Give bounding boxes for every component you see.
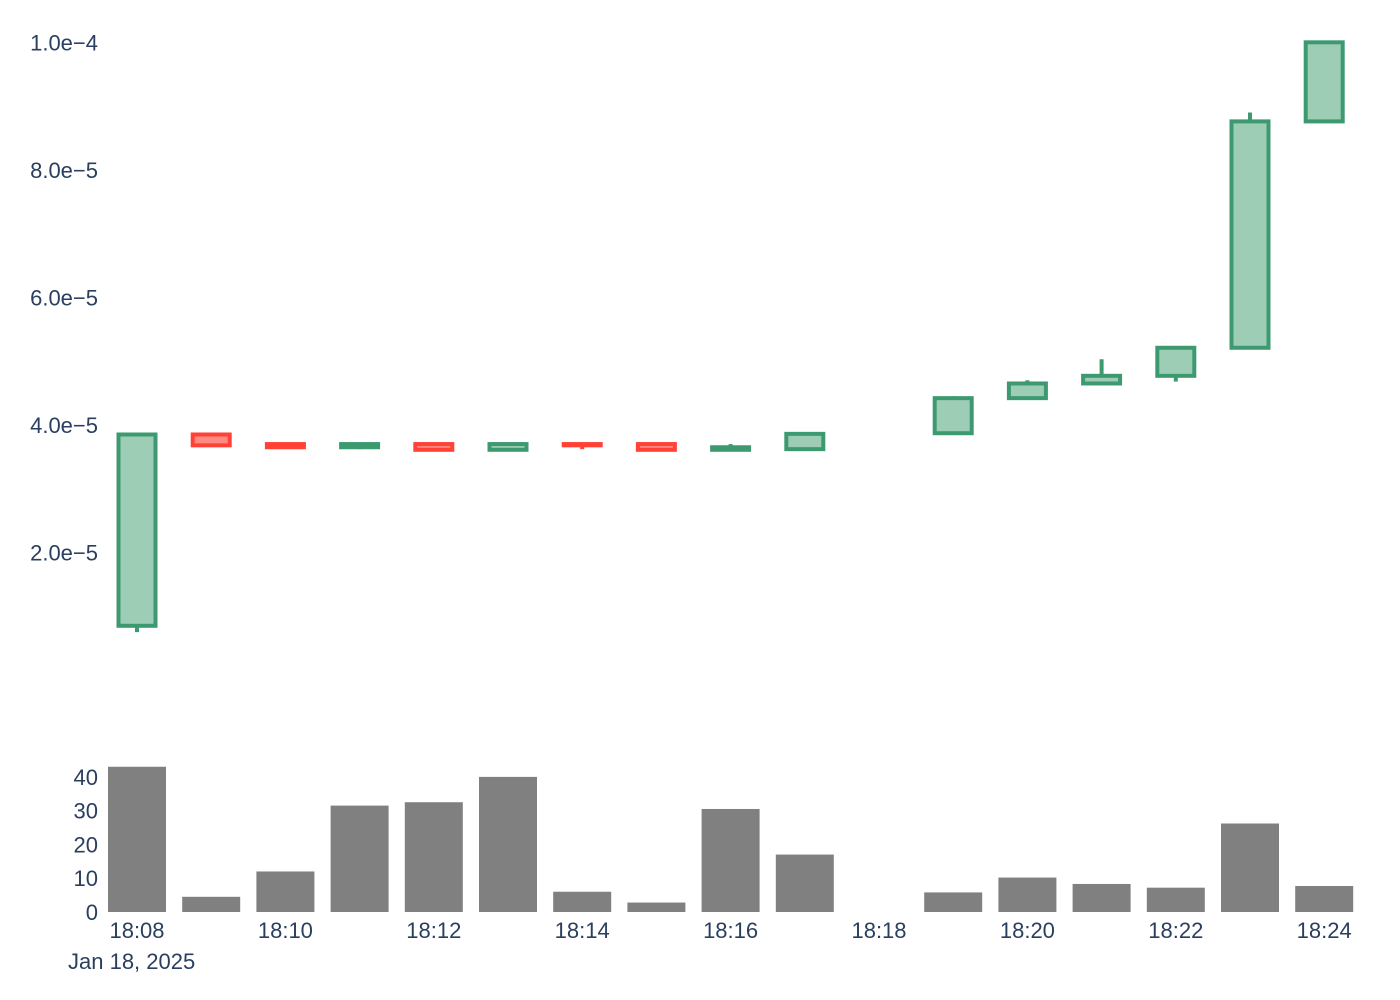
candlestick	[1155, 345, 1197, 382]
price-y-tick-label: 6.0e−5	[30, 285, 98, 310]
candlestick	[635, 442, 677, 452]
candle-body	[710, 445, 752, 452]
time-x-tick-label: 18:18	[851, 918, 906, 943]
volume-bar	[998, 877, 1057, 912]
candlestick	[1303, 40, 1345, 124]
candle-body	[116, 432, 158, 628]
time-x-tick-label: 18:08	[109, 918, 164, 943]
volume-bar	[404, 802, 463, 912]
candle-body	[561, 442, 603, 448]
volume-bar	[627, 902, 686, 912]
price-y-axis-ticks: 2.0e−5 4.0e−5 6.0e−5 8.0e−5 1.0e−4	[30, 30, 98, 565]
time-x-tick-label: 18:16	[703, 918, 758, 943]
volume-bar	[701, 808, 760, 912]
volume-bar	[924, 892, 983, 912]
candle-body	[487, 442, 529, 452]
volume-y-tick-label: 0	[86, 900, 98, 925]
date-label: Jan 18, 2025	[68, 949, 195, 974]
volume-bar	[1072, 883, 1131, 912]
candle-body	[339, 442, 381, 450]
volume-bar	[1221, 823, 1279, 912]
candle-body	[784, 431, 826, 452]
time-x-tick-label: 18:20	[1000, 918, 1055, 943]
time-x-tick-label: 18:12	[406, 918, 461, 943]
volume-bar	[553, 891, 612, 912]
candlestick	[710, 444, 752, 452]
volume-bar	[1295, 885, 1354, 912]
candle-body	[635, 442, 677, 452]
volume-bar	[775, 854, 834, 912]
candlestick	[1081, 359, 1123, 386]
candlestick	[413, 442, 455, 452]
candle-body	[1006, 381, 1048, 401]
candlestick	[487, 442, 529, 452]
volume-bar	[108, 766, 166, 912]
candlestick	[561, 442, 603, 450]
time-x-axis-ticks: 18:08 18:10 18:12 18:14 18:16 18:18 18:20 18:22…	[109, 918, 1351, 943]
time-x-tick-label: 18:14	[555, 918, 610, 943]
candlestick	[264, 442, 306, 450]
price-y-tick-label: 4.0e−5	[30, 413, 98, 438]
candlestick	[1006, 380, 1048, 401]
candle-body	[413, 442, 455, 452]
volume-y-tick-label: 20	[74, 832, 98, 857]
price-y-tick-label: 1.0e−4	[30, 30, 98, 55]
time-x-tick-label: 18:24	[1297, 918, 1352, 943]
candlestick	[784, 431, 826, 452]
volume-bars	[108, 766, 1354, 912]
price-y-tick-label: 2.0e−5	[30, 540, 98, 565]
volume-y-axis-ticks: 0 10 20 30 40	[74, 765, 98, 925]
time-x-tick-label: 18:10	[258, 918, 313, 943]
volume-bar	[1146, 887, 1205, 912]
volume-y-tick-label: 10	[74, 866, 98, 891]
volume-y-tick-label: 40	[74, 765, 98, 790]
candle-body	[1229, 119, 1271, 350]
time-x-tick-label: 18:22	[1148, 918, 1203, 943]
candle-body	[264, 442, 306, 450]
volume-bar	[479, 776, 537, 912]
volume-y-tick-label: 30	[74, 799, 98, 824]
candlestick	[116, 432, 158, 633]
price-candlesticks	[116, 40, 1345, 633]
volume-bar	[330, 805, 389, 912]
candle-body	[1081, 373, 1123, 386]
candle-body	[1303, 40, 1345, 124]
candle-body	[932, 396, 974, 436]
candle-body	[190, 432, 232, 448]
candlestick	[1229, 112, 1271, 350]
candlestick	[932, 396, 974, 436]
candlestick	[190, 432, 232, 448]
candle-body	[1155, 345, 1197, 378]
candlestick	[339, 442, 381, 450]
volume-bar	[182, 896, 241, 912]
price-y-tick-label: 8.0e−5	[30, 158, 98, 183]
volume-bar	[256, 871, 315, 912]
